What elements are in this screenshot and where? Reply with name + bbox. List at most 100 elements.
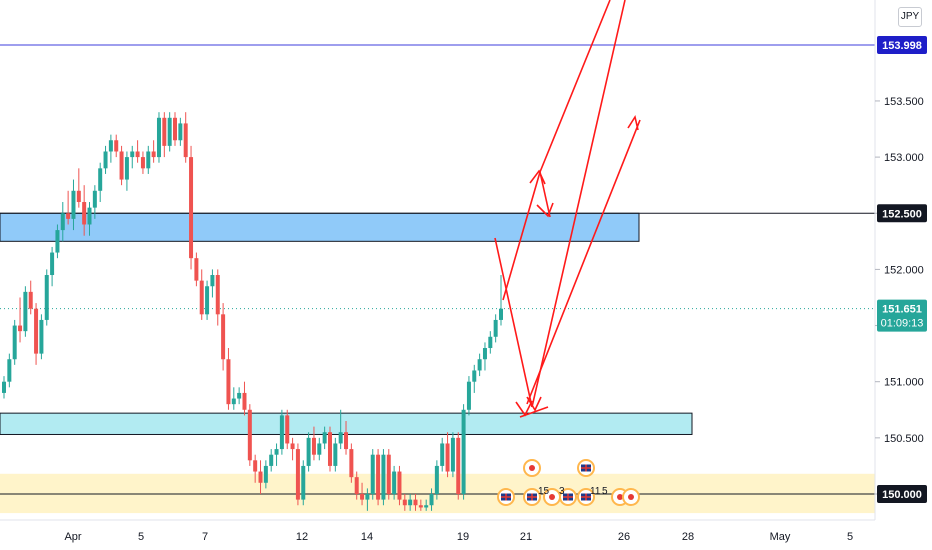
xtick-label-7: 26 [618, 531, 630, 543]
event-5[interactable] [577, 488, 595, 506]
candle-body [173, 117, 178, 141]
candle [317, 437, 322, 461]
candle-body [381, 454, 386, 500]
candle-body [317, 443, 322, 455]
candle [119, 145, 124, 186]
candle-body [28, 291, 33, 309]
candle [18, 297, 23, 343]
candle-body [349, 449, 354, 478]
candle [295, 443, 300, 506]
candle-body [210, 275, 215, 287]
candle [66, 190, 71, 225]
price-badge-1 [877, 204, 927, 223]
xtick-label-2: 7 [202, 531, 208, 543]
candle [466, 376, 471, 416]
candle [124, 151, 129, 191]
candle-body [2, 381, 6, 393]
candle [344, 421, 349, 455]
event-1[interactable] [497, 488, 515, 506]
candle [114, 134, 119, 158]
event-6-jp-flag-icon [617, 494, 623, 500]
candle-body [327, 432, 332, 466]
candle [274, 443, 279, 466]
candle [167, 112, 172, 152]
candle-body [189, 157, 194, 259]
candle [34, 303, 39, 365]
candle [461, 404, 466, 500]
candle [226, 348, 231, 410]
candle [162, 112, 167, 158]
projection-line-4 [502, 171, 541, 301]
candle [290, 437, 295, 461]
candle-body [130, 151, 135, 158]
xtick-label-1: 5 [138, 531, 144, 543]
candle [210, 269, 215, 298]
candle-body [87, 207, 92, 225]
candle-body [71, 190, 76, 219]
candle-body [269, 454, 274, 466]
event-7[interactable] [622, 488, 640, 506]
projection-line-3 [526, 119, 641, 405]
candle-body [333, 443, 338, 466]
candle [413, 494, 418, 511]
candle [194, 252, 199, 287]
candle [39, 314, 44, 360]
candle [269, 449, 274, 472]
candle [440, 437, 445, 472]
economic-events[interactable]: 15 3 11 5 [497, 459, 640, 506]
event-top-2[interactable] [577, 459, 595, 477]
candle-body [242, 392, 247, 410]
event-2[interactable] [523, 488, 541, 506]
candle-body [402, 499, 407, 506]
candle-body [221, 314, 226, 360]
candle [493, 314, 498, 343]
candle-body [279, 415, 284, 450]
arrow-head-2 [529, 169, 546, 185]
ytick-label-6: 153.000 [884, 152, 924, 164]
event-count-0: 15 [538, 486, 550, 497]
candle-body [285, 415, 290, 444]
candle [247, 404, 252, 466]
candle [285, 409, 290, 450]
arrow-head-0 [515, 400, 533, 417]
candle [327, 426, 332, 472]
event-4[interactable] [559, 488, 577, 506]
candle-body [295, 449, 300, 500]
candle [429, 488, 434, 511]
candle-body [306, 437, 311, 466]
candle [306, 432, 311, 472]
candle-body [119, 151, 124, 180]
candle-body [365, 494, 370, 500]
candle-body [82, 202, 87, 225]
xtick-label-10: 5 [847, 531, 853, 543]
candle [82, 185, 87, 236]
candle-body [338, 432, 343, 444]
candle-body [370, 454, 375, 494]
candle-body [322, 432, 327, 444]
candle-body [237, 392, 242, 399]
event-top-1[interactable] [523, 459, 541, 477]
arrow-head-4 [526, 396, 542, 412]
candle-body [354, 477, 359, 494]
ytick-label-7: 153.500 [884, 96, 924, 108]
currency-label[interactable]: JPY [898, 7, 922, 27]
candle-body [466, 381, 471, 410]
time-axis[interactable]: Apr 5 7 12 14 19 21 26 28 May 5 [64, 531, 853, 543]
event-3[interactable] [543, 488, 561, 506]
ytick-label-2: 151.000 [884, 377, 924, 389]
price-badge-value-1: 152.500 [882, 208, 922, 220]
candle-body [135, 151, 140, 158]
price-badge-0 [877, 36, 927, 55]
candle [381, 449, 386, 506]
candle-body [482, 348, 487, 360]
candle-body [183, 123, 188, 158]
candle [349, 443, 354, 483]
candle [397, 465, 402, 506]
candle [173, 112, 178, 146]
candle [146, 145, 151, 174]
candle [477, 353, 482, 377]
candle-body [92, 190, 97, 208]
price-axis[interactable]: 150.000150.500151.000151.500152.000152.5… [875, 96, 924, 501]
candle [237, 387, 242, 405]
